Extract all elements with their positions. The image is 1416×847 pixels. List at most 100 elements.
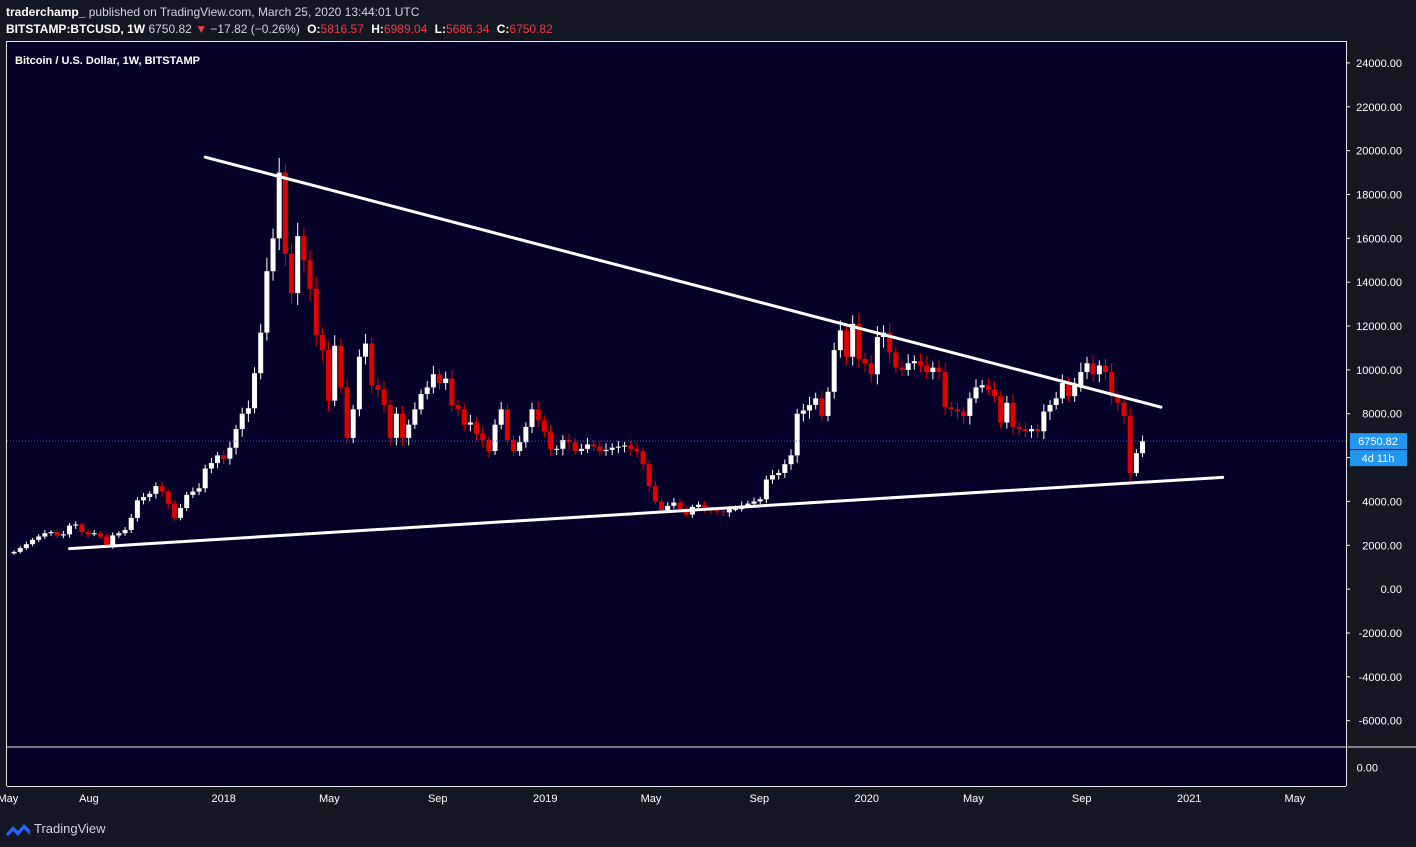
candle-body <box>350 409 356 438</box>
candle-body <box>1140 441 1146 454</box>
candle-body <box>171 503 177 518</box>
symbol-name[interactable]: BITSTAMP:BTCUSD, 1W <box>6 22 146 36</box>
candle-body <box>430 374 436 388</box>
price-change: −17.82 (−0.26%) <box>210 22 300 36</box>
candle-body <box>455 404 461 410</box>
candle-body <box>578 448 584 452</box>
candle-body <box>523 426 529 443</box>
x-tick-label: Sep <box>750 793 770 805</box>
candle-body <box>42 533 48 537</box>
x-tick-label: May <box>641 793 662 805</box>
y-tick-label: -4000.00 <box>1359 672 1402 684</box>
candle-body <box>412 409 418 425</box>
x-tick-label: May <box>963 793 984 805</box>
candle-body <box>763 479 769 500</box>
y-tick-label: 0.00 <box>1381 584 1402 596</box>
chart-header: traderchamp_ published on TradingView.co… <box>0 0 1416 41</box>
candle-body <box>338 345 344 388</box>
open-label: O: <box>307 22 321 36</box>
candle-body <box>264 271 270 333</box>
candle-body <box>572 442 578 452</box>
low-value: 5686.34 <box>445 22 490 36</box>
candle-body <box>258 332 264 374</box>
candle-body <box>227 447 233 459</box>
candle-body <box>640 451 646 465</box>
candle-body <box>893 352 899 368</box>
x-tick-label: 2020 <box>855 793 879 805</box>
high-label: H: <box>371 22 384 36</box>
candle-body <box>979 385 985 388</box>
candle-body <box>535 409 541 421</box>
candle-body <box>918 361 924 366</box>
candle-body <box>1121 402 1127 416</box>
candle-body <box>252 373 258 409</box>
candle-body <box>375 385 381 390</box>
candle-body <box>844 330 850 357</box>
y-tick-label: 2000.00 <box>1362 540 1402 552</box>
candle-body <box>147 493 153 498</box>
publish-info: traderchamp_ published on TradingView.co… <box>6 5 419 19</box>
high-value: 6989.04 <box>383 22 428 36</box>
candle-body <box>196 488 202 492</box>
candle-body <box>1047 404 1053 412</box>
candle-body <box>671 502 677 506</box>
candle-body <box>498 409 504 425</box>
y-tick-label: 14000.00 <box>1356 277 1402 289</box>
candle-body <box>504 409 510 441</box>
candle-body <box>116 533 122 536</box>
publish-text: published on TradingView.com, March 25, … <box>88 5 420 19</box>
candle-body <box>930 367 936 373</box>
candle-body <box>757 499 763 502</box>
publisher-username[interactable]: traderchamp_ <box>6 5 86 19</box>
y-tick-label: 12000.00 <box>1356 321 1402 333</box>
candle-body <box>202 468 208 489</box>
candle-body <box>955 409 961 412</box>
candle-body <box>998 396 1004 423</box>
candle-body <box>628 445 634 449</box>
candle-body <box>850 323 856 357</box>
candle-body <box>128 517 134 530</box>
brand-name[interactable]: TradingView <box>34 821 106 836</box>
candle-body <box>215 455 221 464</box>
candle-body <box>97 533 103 537</box>
candle-body <box>788 455 794 465</box>
x-tick-label: 2018 <box>211 793 235 805</box>
candle-body <box>474 422 480 434</box>
candle-body <box>529 409 535 427</box>
candle-body <box>511 440 517 452</box>
candle-body <box>1127 415 1133 473</box>
x-tick-label: 2019 <box>533 793 557 805</box>
candle-body <box>1084 363 1090 373</box>
candle-body <box>1041 411 1047 432</box>
candle-body <box>190 491 196 495</box>
x-tick-label: May <box>0 793 19 805</box>
candle-body <box>270 238 276 272</box>
countdown-badge <box>1350 450 1407 467</box>
candle-body <box>560 440 566 449</box>
countdown-label: 4d 11h <box>1362 453 1395 465</box>
candle-body <box>122 529 128 534</box>
candle-body <box>566 440 572 443</box>
y-tick-label: 10000.00 <box>1356 365 1402 377</box>
close-value: 6750.82 <box>509 22 553 36</box>
candle-body <box>1115 396 1121 403</box>
candle-body <box>344 387 350 438</box>
candle-body <box>387 404 393 438</box>
candle-body <box>825 391 831 416</box>
candle-body <box>467 422 473 425</box>
chart-title: Bitcoin / U.S. Dollar, 1W, BITSTAMP <box>15 55 200 67</box>
symbol-info: BITSTAMP:BTCUSD, 1W 6750.82 ▼ −17.82 (−0… <box>6 22 553 36</box>
candle-body <box>165 491 171 504</box>
candle-body <box>141 497 147 501</box>
candle-body <box>313 288 319 335</box>
candle-body <box>726 509 732 513</box>
candlestick-chart[interactable]: Bitcoin / U.S. Dollar, 1W, BITSTAMP 24000… <box>0 41 1416 812</box>
candle-body <box>221 455 227 459</box>
candle-body <box>301 236 307 261</box>
x-tick-label: 2021 <box>1177 793 1201 805</box>
candle-body <box>973 387 979 399</box>
candle-body <box>208 463 214 469</box>
candle-body <box>60 534 66 536</box>
candle-body <box>1066 383 1072 397</box>
candle-body <box>1029 429 1035 432</box>
